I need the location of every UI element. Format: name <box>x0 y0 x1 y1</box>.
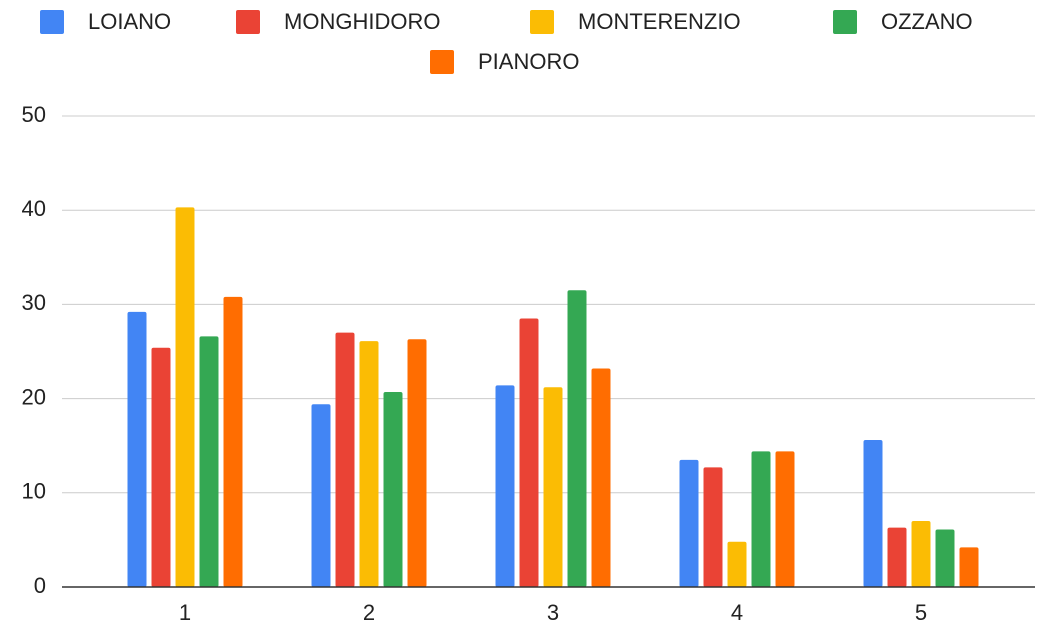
bar <box>223 296 243 587</box>
bar <box>935 529 955 587</box>
x-tick-label: 5 <box>915 600 927 625</box>
legend-label: MONGHIDORO <box>284 9 440 34</box>
bar <box>519 318 539 587</box>
bar <box>543 387 563 587</box>
x-tick-label: 4 <box>731 600 743 625</box>
bar <box>591 368 611 587</box>
legend-swatch <box>430 50 454 74</box>
bar <box>751 451 771 587</box>
bar <box>567 290 587 587</box>
bar <box>495 385 515 587</box>
x-tick-label: 2 <box>363 600 375 625</box>
legend-swatch <box>833 10 857 34</box>
bar <box>311 404 331 587</box>
legend-swatch <box>40 10 64 34</box>
bar <box>383 392 403 587</box>
legend-swatch <box>236 10 260 34</box>
legend-label: MONTERENZIO <box>578 9 741 34</box>
bar <box>127 311 147 587</box>
legend-label: OZZANO <box>881 9 973 34</box>
bar <box>863 440 883 587</box>
y-tick-label: 50 <box>22 102 46 127</box>
bar <box>175 207 195 587</box>
bar <box>775 451 795 587</box>
y-tick-label: 40 <box>22 196 46 221</box>
bar <box>199 336 219 587</box>
bar <box>959 547 979 587</box>
legend-label: LOIANO <box>88 9 171 34</box>
bar <box>359 341 379 587</box>
y-tick-label: 0 <box>34 573 46 598</box>
bar <box>335 332 355 587</box>
bar <box>151 347 171 587</box>
bar <box>679 459 699 587</box>
bar <box>703 467 723 587</box>
bar <box>407 339 427 587</box>
y-tick-label: 20 <box>22 384 46 409</box>
bar <box>887 527 907 587</box>
legend-label: PIANORO <box>478 49 579 74</box>
x-tick-label: 1 <box>179 600 191 625</box>
legend-swatch <box>530 10 554 34</box>
y-tick-label: 30 <box>22 290 46 315</box>
y-tick-label: 10 <box>22 479 46 504</box>
bar <box>911 521 931 587</box>
bar <box>727 541 747 587</box>
x-tick-label: 3 <box>547 600 559 625</box>
